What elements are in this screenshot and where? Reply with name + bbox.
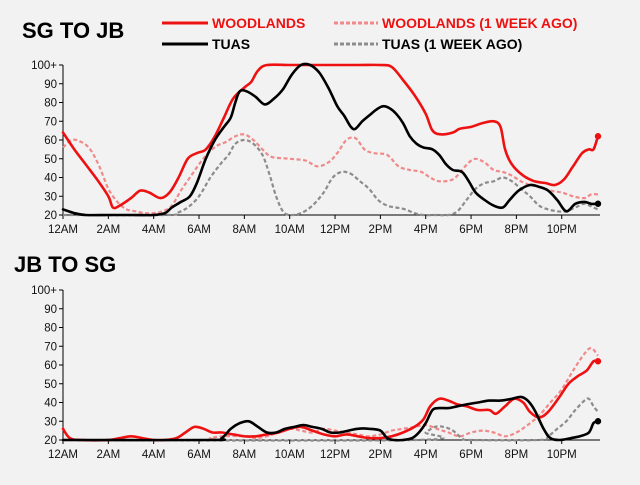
y-tick-label: 50: [44, 154, 57, 166]
y-tick-label: 80: [44, 323, 57, 335]
x-tick-label: 6PM: [459, 449, 483, 461]
x-tick-label: 4PM: [414, 449, 438, 461]
y-tick-label: 30: [44, 416, 57, 428]
legend-label-woodlands-week-ago: WOODLANDS (1 WEEK AGO): [382, 15, 577, 31]
x-tick-label: 2AM: [97, 449, 121, 461]
x-tick-label: 6AM: [187, 449, 211, 461]
series-line-woodlands-week-ago: [62, 133, 599, 215]
x-tick-label: 6AM: [187, 224, 211, 236]
y-tick-label: 40: [44, 398, 57, 410]
series-line-woodlands-week-ago: [62, 346, 599, 442]
series-end-marker-tuas: [594, 418, 602, 425]
x-tick-label: 8AM: [233, 449, 257, 461]
x-tick-label: 4PM: [414, 224, 438, 236]
series-line-tuas: [61, 395, 600, 442]
x-tick-label: 12AM: [48, 224, 78, 236]
series-line-tuas-week-ago: [62, 138, 599, 217]
y-tick-label: 40: [44, 173, 57, 185]
x-tick-label: 10AM: [275, 449, 305, 461]
x-tick-label: 2PM: [369, 449, 393, 461]
x-tick-label: 2AM: [97, 224, 121, 236]
legend: WOODLANDS TUAS WOODLANDS (1 WEEK AGO) TU…: [162, 15, 577, 52]
series-line-woodlands: [61, 359, 600, 442]
x-tick-label: 12AM: [48, 449, 78, 461]
y-tick-label: 80: [44, 98, 57, 110]
legend-label-woodlands: WOODLANDS: [212, 15, 305, 31]
x-tick-label: 8AM: [233, 224, 257, 236]
chart-title-jb-to-sg: JB TO SG: [14, 252, 116, 277]
x-tick-label: 10PM: [547, 224, 577, 236]
x-tick-label: 10AM: [275, 224, 305, 236]
chart-title-sg-to-jb: SG TO JB: [22, 18, 124, 43]
x-tick-label: 2PM: [369, 224, 393, 236]
legend-label-tuas: TUAS: [212, 36, 250, 52]
series-line-tuas: [61, 62, 600, 217]
y-tick-label: 70: [44, 341, 57, 353]
series-end-marker-woodlands: [594, 133, 602, 140]
x-tick-label: 8PM: [505, 449, 529, 461]
y-tick-label: 20: [44, 210, 57, 222]
series-end-marker-woodlands: [594, 358, 602, 365]
y-tick-label: 60: [44, 360, 57, 372]
series-line-tuas-week-ago: [62, 397, 599, 442]
x-tick-label: 4AM: [142, 449, 166, 461]
chart-sg-to-jb: 20 30 40 50 60 70 80 90 100+ 12AM 2AM 4AM 6AM 8AM 10AM…: [31, 60, 602, 236]
x-tick-label: 6PM: [459, 224, 483, 236]
y-tick-label: 100+: [31, 60, 57, 72]
y-tick-label: 100+: [31, 285, 57, 297]
series-end-marker-tuas: [594, 200, 602, 207]
x-tick-label: 12PM: [320, 449, 350, 461]
y-tick-label: 20: [44, 435, 57, 447]
y-tick-label: 90: [44, 304, 57, 316]
x-tick-label: 10PM: [547, 449, 577, 461]
y-tick-label: 50: [44, 379, 57, 391]
y-tick-label: 70: [44, 116, 57, 128]
legend-label-tuas-week-ago: TUAS (1 WEEK AGO): [382, 36, 522, 52]
y-tick-label: 30: [44, 191, 57, 203]
x-tick-label: 12PM: [320, 224, 350, 236]
series-line-woodlands: [61, 63, 600, 210]
y-tick-label: 60: [44, 135, 57, 147]
x-tick-label: 4AM: [142, 224, 166, 236]
chart-jb-to-sg: 20 30 40 50 60 70 80 90 100+ 12AM 2AM 4AM 6AM 8AM 10AM…: [31, 285, 602, 461]
x-tick-label: 8PM: [505, 224, 529, 236]
y-tick-label: 90: [44, 79, 57, 91]
